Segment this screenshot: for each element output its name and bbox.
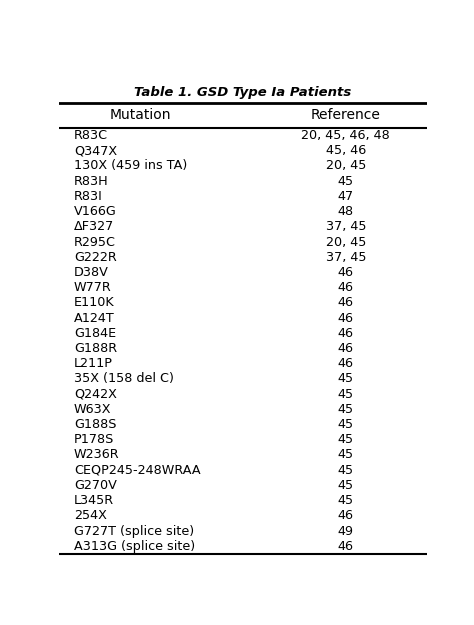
Text: 46: 46 — [338, 266, 354, 279]
Text: 20, 45: 20, 45 — [326, 236, 366, 249]
Text: 46: 46 — [338, 312, 354, 324]
Text: 45: 45 — [337, 388, 354, 401]
Text: W77R: W77R — [74, 281, 112, 294]
Text: G188S: G188S — [74, 418, 117, 431]
Text: 46: 46 — [338, 540, 354, 552]
Text: 45: 45 — [337, 174, 354, 188]
Text: 46: 46 — [338, 327, 354, 340]
Text: 45: 45 — [337, 433, 354, 446]
Text: R83C: R83C — [74, 129, 108, 142]
Text: 46: 46 — [338, 296, 354, 309]
Text: E110K: E110K — [74, 296, 115, 309]
Text: P178S: P178S — [74, 433, 114, 446]
Text: 48: 48 — [337, 205, 354, 218]
Text: 254X: 254X — [74, 509, 107, 522]
Text: V166G: V166G — [74, 205, 117, 218]
Text: Reference: Reference — [311, 108, 381, 122]
Text: 45: 45 — [337, 403, 354, 416]
Text: 46: 46 — [338, 357, 354, 370]
Text: 45: 45 — [337, 418, 354, 431]
Text: Q347X: Q347X — [74, 144, 117, 158]
Text: W63X: W63X — [74, 403, 111, 416]
Text: 20, 45: 20, 45 — [326, 159, 366, 172]
Text: G727T (splice site): G727T (splice site) — [74, 524, 194, 538]
Text: Q242X: Q242X — [74, 388, 117, 401]
Text: R295C: R295C — [74, 236, 116, 249]
Text: 20, 45, 46, 48: 20, 45, 46, 48 — [301, 129, 390, 142]
Text: 45: 45 — [337, 372, 354, 386]
Text: 45: 45 — [337, 479, 354, 492]
Text: G222R: G222R — [74, 251, 117, 264]
Text: R83I: R83I — [74, 190, 103, 203]
Text: 47: 47 — [337, 190, 354, 203]
Text: D38V: D38V — [74, 266, 109, 279]
Text: 130X (459 ins TA): 130X (459 ins TA) — [74, 159, 187, 172]
Text: 46: 46 — [338, 281, 354, 294]
Text: G270V: G270V — [74, 479, 117, 492]
Text: 45, 46: 45, 46 — [326, 144, 366, 158]
Text: 46: 46 — [338, 342, 354, 355]
Text: L345R: L345R — [74, 494, 114, 507]
Text: CEQP245-248WRAA: CEQP245-248WRAA — [74, 464, 201, 477]
Text: 46: 46 — [338, 509, 354, 522]
Text: Mutation: Mutation — [109, 108, 171, 122]
Text: G184E: G184E — [74, 327, 116, 340]
Text: 37, 45: 37, 45 — [326, 220, 366, 233]
Text: 45: 45 — [337, 464, 354, 477]
Text: 37, 45: 37, 45 — [326, 251, 366, 264]
Text: 45: 45 — [337, 449, 354, 461]
Text: L211P: L211P — [74, 357, 113, 370]
Text: Table 1. GSD Type Ia Patients: Table 1. GSD Type Ia Patients — [134, 86, 352, 99]
Text: G188R: G188R — [74, 342, 117, 355]
Text: A313G (splice site): A313G (splice site) — [74, 540, 195, 552]
Text: 45: 45 — [337, 494, 354, 507]
Text: R83H: R83H — [74, 174, 109, 188]
Text: A124T: A124T — [74, 312, 115, 324]
Text: 35X (158 del C): 35X (158 del C) — [74, 372, 174, 386]
Text: W236R: W236R — [74, 449, 119, 461]
Text: 49: 49 — [338, 524, 354, 538]
Text: ΔF327: ΔF327 — [74, 220, 114, 233]
